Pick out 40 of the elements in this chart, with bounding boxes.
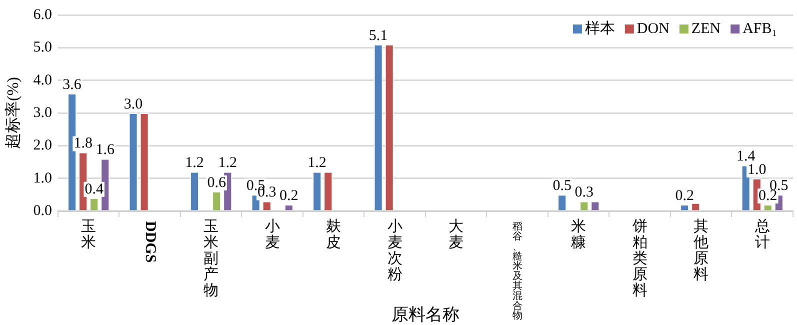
x-tick-label: 麸皮 <box>326 218 342 251</box>
y-tick-label: 6.0 <box>33 6 52 23</box>
legend-label: AFB₁ <box>742 20 778 37</box>
x-tick-label: 玉米 <box>81 218 96 251</box>
category-label: 稻谷、糙米及其混合物 <box>512 222 522 322</box>
x-tick-label: 总计 <box>754 218 770 251</box>
data-label: 3.0 <box>124 96 143 112</box>
data-label: 1.0 <box>747 162 766 178</box>
data-label: 1.8 <box>74 136 92 152</box>
x-tick-label: DDGS <box>142 221 158 263</box>
x-tick-label: 饼粕类原料 <box>631 218 648 299</box>
data-label: 1.2 <box>308 155 326 172</box>
y-tick-label: 1.0 <box>33 170 52 186</box>
data-label: 0.5 <box>552 178 572 194</box>
y-tick-label: 4.0 <box>33 72 52 88</box>
x-tick-label: 玉米副产物 <box>204 218 219 299</box>
x-tick-label: 米糠 <box>571 218 586 251</box>
x-tick-label: 大麦 <box>448 218 464 251</box>
data-label: 3.6 <box>62 76 82 93</box>
data-label: 1.2 <box>185 155 204 172</box>
x-axis-title: 原料名称 <box>391 304 460 324</box>
data-label: 0.2 <box>280 188 298 204</box>
data-label: 0.3 <box>574 184 594 201</box>
data-label: 1.2 <box>218 155 237 172</box>
x-tick-label: 小麦次粉 <box>387 218 402 283</box>
x-tick-label: 其他原料 <box>694 218 709 283</box>
data-label: 5.1 <box>368 28 388 44</box>
y-tick-label: 3.0 <box>33 104 52 121</box>
legend-label: DON <box>636 20 670 37</box>
legend-label: 样本 <box>584 20 615 37</box>
y-tick-label: 2.0 <box>33 138 52 154</box>
y-tick-label: 5.0 <box>33 40 52 56</box>
x-tick-label: 小麦 <box>264 218 280 251</box>
y-tick-label: 0.0 <box>33 202 52 219</box>
legend-label: ZEN <box>691 20 721 37</box>
y-axis-title: 超标率(%) <box>4 77 22 149</box>
data-label: 0.6 <box>207 174 226 191</box>
data-label: 1.6 <box>96 142 115 158</box>
data-label: 0.2 <box>675 188 694 204</box>
data-label: 0.4 <box>84 181 104 198</box>
